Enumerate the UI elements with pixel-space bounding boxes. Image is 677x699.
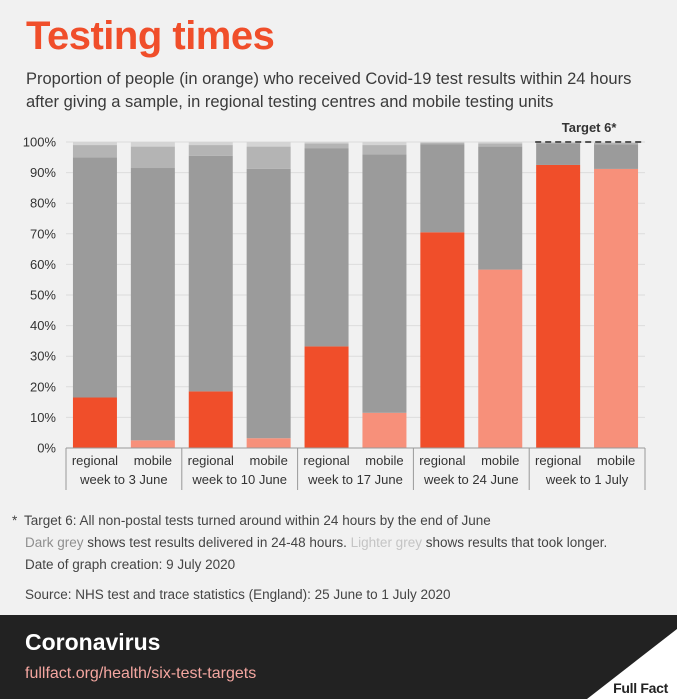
bar-segment-within-24h (420, 232, 465, 448)
x-group-label: week to 3 June (79, 472, 167, 487)
bar-segment-within-24h (304, 346, 349, 448)
stacked-bar-chart: 0% 10% 20% 30% 40% 50% 60% 70% 80% 90% 100% regiona… (23, 120, 646, 490)
bar-segment-longer (536, 142, 581, 144)
footer-link[interactable]: fullfact.org/health/six-test-targets (25, 665, 257, 682)
bar-segment-24-48h (420, 144, 465, 233)
y-tick-label: 100% (23, 135, 57, 150)
x-group-label: week to 24 June (423, 472, 519, 487)
target-label: Target 6* (562, 120, 618, 135)
bar-segment-remainder (130, 142, 175, 147)
x-tick-label-regional: regional (535, 453, 581, 468)
bar-segment-24-48h (304, 148, 349, 347)
footer-title: Coronavirus (25, 629, 161, 655)
bar-segment-longer (478, 143, 523, 147)
bar-segment-longer (304, 143, 349, 149)
x-group-label: week to 1 July (545, 472, 629, 487)
bar-segment-remainder (72, 142, 117, 146)
chart-notes: * Target 6: All non-postal tests turned … (12, 510, 667, 606)
bar-segment-24-48h (362, 154, 407, 413)
y-tick-label: 30% (30, 349, 56, 364)
y-tick-label: 70% (30, 226, 56, 241)
bar-segment-24-48h (536, 143, 581, 165)
target-footnote-star: * (12, 513, 18, 528)
bar-segment-longer (72, 145, 117, 158)
bar-segment-within-24h (72, 397, 117, 448)
x-tick-label-mobile: mobile (481, 453, 519, 468)
bar-segment-remainder (304, 142, 349, 144)
y-tick-label: 80% (30, 196, 56, 211)
bar-segment-longer (362, 145, 407, 155)
bar-segment-within-24h (478, 269, 523, 448)
y-tick-label: 20% (30, 379, 56, 394)
chart-subtitle: Proportion of people (in orange) who rec… (26, 70, 632, 111)
x-tick-label-mobile: mobile (250, 453, 288, 468)
full-fact-logo-icon (587, 629, 677, 699)
x-tick-label-mobile: mobile (365, 453, 403, 468)
bar-segment-remainder (420, 142, 465, 143)
x-tick-label-mobile: mobile (597, 453, 635, 468)
x-group-label: week to 10 June (191, 472, 287, 487)
y-tick-label: 50% (30, 288, 56, 303)
bar-segment-longer (420, 142, 465, 145)
x-tick-label-mobile: mobile (134, 453, 172, 468)
chart-title: Testing times (26, 14, 275, 58)
footer-bar: Coronavirus fullfact.org/health/six-test… (0, 615, 677, 699)
bar-segment-remainder (362, 142, 407, 146)
dark-grey-desc: shows test results delivered in 24-48 ho… (83, 535, 351, 550)
bar-segment-24-48h (130, 168, 175, 441)
x-tick-label-regional: regional (419, 453, 465, 468)
y-tick-label: 0% (37, 441, 56, 456)
bar-segment-within-24h (246, 438, 291, 448)
y-tick-label: 40% (30, 318, 56, 333)
lighter-grey-desc: shows results that took longer. (421, 535, 608, 550)
y-tick-label: 60% (30, 257, 56, 272)
dark-grey-label: Dark grey (25, 535, 84, 550)
bar-segment-within-24h (594, 168, 639, 449)
creation-date: Date of graph creation: 9 July 2020 (25, 557, 236, 572)
bar-segment-24-48h (246, 168, 291, 439)
x-group-label: week to 17 June (307, 472, 403, 487)
source-note: Source: NHS test and trace statistics (E… (25, 587, 451, 602)
bar-segment-within-24h (536, 164, 581, 448)
grey-legend-note: Dark grey shows test results delivered i… (12, 532, 667, 554)
bar-segment-24-48h (594, 144, 639, 169)
bar-segment-24-48h (478, 146, 523, 270)
bar-segment-remainder (188, 142, 233, 146)
y-tick-label: 10% (30, 410, 56, 425)
lighter-grey-label: Lighter grey (350, 535, 422, 550)
x-tick-label-regional: regional (72, 453, 118, 468)
x-tick-label-regional: regional (303, 453, 349, 468)
bar-segment-longer (130, 146, 175, 169)
bar-segment-remainder (246, 142, 291, 147)
bar-segment-24-48h (72, 157, 117, 398)
bar-segment-24-48h (188, 155, 233, 392)
bar-segment-longer (246, 146, 291, 169)
bar-segment-remainder (478, 142, 523, 144)
bar-segment-longer (188, 145, 233, 156)
full-fact-logo-text: Full Fact (613, 680, 668, 696)
bar-segment-within-24h (130, 440, 175, 448)
y-tick-label: 90% (30, 165, 56, 180)
bar-segment-within-24h (188, 391, 233, 448)
x-tick-label-regional: regional (188, 453, 234, 468)
bar-segment-longer (594, 142, 639, 145)
bar-segment-within-24h (362, 412, 407, 448)
target-footnote: Target 6: All non-postal tests turned ar… (24, 513, 491, 528)
